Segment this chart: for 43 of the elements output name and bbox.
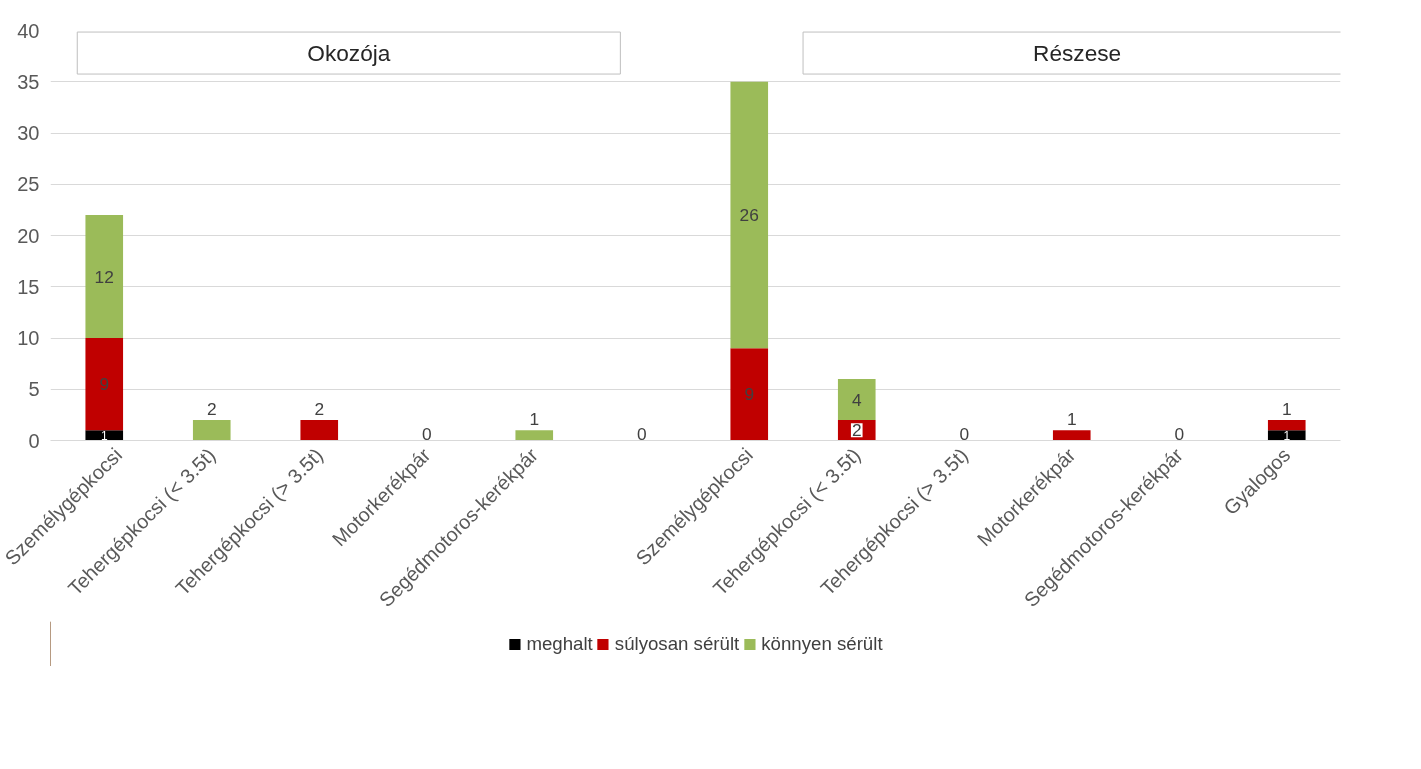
bar bbox=[85, 338, 124, 431]
bar bbox=[730, 81, 769, 349]
y-tick-label: 40 bbox=[17, 19, 40, 42]
data-label: 12 bbox=[94, 266, 114, 287]
legend-label: könnyen sérült bbox=[761, 632, 883, 655]
data-label: 2 bbox=[851, 420, 862, 441]
data-label: 1 bbox=[1066, 409, 1077, 430]
y-tick-label: 25 bbox=[17, 173, 40, 196]
legend-label: meghalt bbox=[526, 632, 593, 655]
data-label: 9 bbox=[744, 384, 755, 405]
data-label: 0 bbox=[1174, 423, 1185, 444]
data-label: 1 bbox=[100, 428, 108, 443]
y-tick-label: 15 bbox=[17, 275, 40, 298]
bar bbox=[515, 430, 554, 441]
bar bbox=[1267, 430, 1306, 441]
y-tick-label: 20 bbox=[17, 224, 40, 247]
data-label: 2 bbox=[206, 398, 217, 419]
bar bbox=[85, 215, 124, 338]
annotation: Okozója bbox=[307, 40, 391, 67]
y-tick-label: 30 bbox=[17, 122, 40, 144]
legend-label: súlyosan sérült bbox=[614, 632, 740, 655]
y-tick-label: 5 bbox=[28, 378, 40, 401]
annotation: Részese bbox=[1033, 40, 1122, 67]
bar bbox=[1052, 430, 1091, 441]
y-tick-label: 0 bbox=[28, 429, 40, 452]
data-label: 1 bbox=[1283, 428, 1291, 443]
data-label: 0 bbox=[421, 423, 432, 444]
bar bbox=[192, 420, 231, 441]
data-label: 2 bbox=[314, 398, 325, 419]
data-label: 1 bbox=[529, 409, 540, 430]
bar bbox=[300, 420, 339, 441]
data-label: 0 bbox=[636, 423, 647, 444]
data-label: 9 bbox=[99, 374, 110, 395]
bar bbox=[85, 430, 124, 441]
data-label: 26 bbox=[739, 205, 759, 225]
data-label: 1 bbox=[1281, 398, 1292, 419]
bar bbox=[837, 379, 876, 420]
y-tick-label: 35 bbox=[17, 70, 40, 93]
y-tick-label: 10 bbox=[17, 327, 40, 349]
bar bbox=[730, 348, 769, 441]
data-label: 0 bbox=[959, 423, 970, 444]
bar bbox=[1267, 420, 1306, 431]
data-label: 4 bbox=[851, 389, 862, 410]
